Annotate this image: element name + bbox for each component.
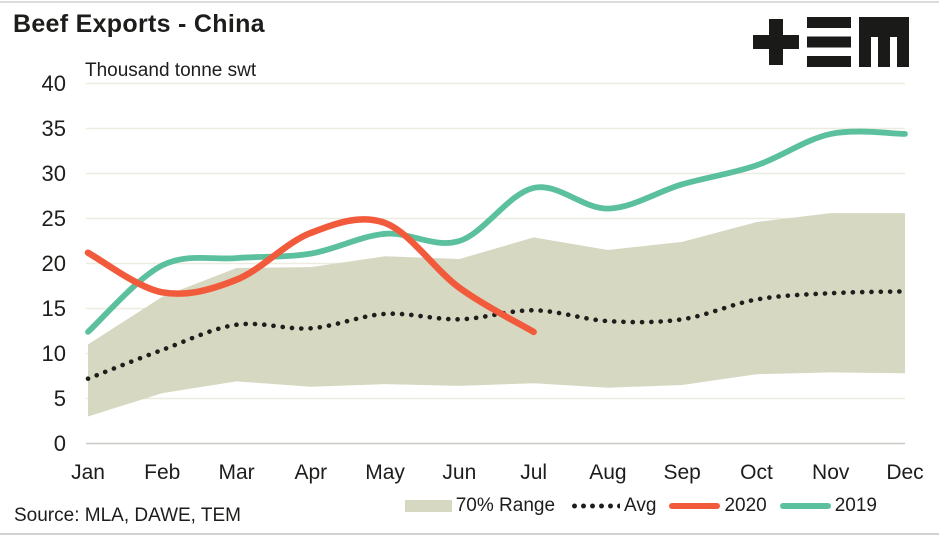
x-tick-label: Mar [218, 461, 254, 484]
y-tick-label: 0 [54, 431, 66, 456]
x-tick-label: Jul [520, 461, 547, 484]
x-axis-labels: Jan Feb Mar Apr May Jun Jul Aug Sep Oct Nov Dec [71, 461, 924, 484]
x-tick-label: Nov [812, 461, 850, 484]
top-divider [0, 1, 939, 3]
tem-logo [753, 17, 909, 67]
x-tick-label: Apr [294, 461, 327, 484]
range-swatch-icon [404, 500, 452, 512]
x-tick-label: Jan [71, 461, 105, 484]
legend-item-2019: 2019 [779, 495, 877, 517]
legend-label-range: 70% Range [455, 495, 556, 516]
x-tick-label: Feb [144, 461, 180, 484]
x-tick-label: Aug [589, 461, 626, 484]
line-2020-swatch-icon [669, 503, 721, 509]
x-tick-label: Oct [740, 461, 773, 484]
x-tick-label: Sep [663, 461, 700, 484]
line-2019-swatch-icon [779, 503, 831, 509]
legend-label-avg: Avg [624, 495, 657, 516]
y-axis-labels: 0 5 10 15 20 25 30 35 40 [42, 71, 66, 456]
y-tick-label: 40 [42, 71, 66, 96]
series-2020-line [84, 216, 537, 336]
y-tick-label: 25 [42, 206, 66, 231]
legend-item-range: 70% Range [404, 495, 556, 517]
y-tick-label: 5 [54, 386, 66, 411]
x-tick-label: Jun [442, 461, 476, 484]
y-tick-label: 20 [42, 251, 66, 276]
y-tick-label: 15 [42, 296, 66, 321]
logo-m-icon [859, 17, 909, 67]
y-tick-label: 30 [42, 161, 66, 186]
y-tick-label: 10 [42, 341, 66, 366]
x-tick-label: May [365, 461, 405, 484]
source-note: Source: MLA, DAWE, TEM [14, 505, 241, 526]
y-tick-label: 35 [42, 116, 66, 141]
beef-exports-chart: Thousand tonne swt 0 5 10 15 20 25 30 35 40 Jan F… [42, 60, 924, 484]
page-title: Beef Exports - China [13, 10, 265, 38]
legend-label-2019: 2019 [834, 495, 877, 516]
legend-item-2020: 2020 [669, 495, 767, 517]
series-2019-line [85, 128, 908, 335]
x-tick-label: Dec [886, 461, 923, 484]
y-axis-unit-label: Thousand tonne swt [85, 60, 257, 81]
chart-legend: 70% Range Avg 2020 2019 [404, 492, 877, 520]
bottom-divider [0, 533, 939, 535]
logo-bars-icon [807, 17, 851, 28]
legend-item-avg: Avg [568, 495, 656, 517]
avg-dots-swatch-icon [568, 503, 621, 509]
legend-label-2020: 2020 [724, 495, 767, 516]
